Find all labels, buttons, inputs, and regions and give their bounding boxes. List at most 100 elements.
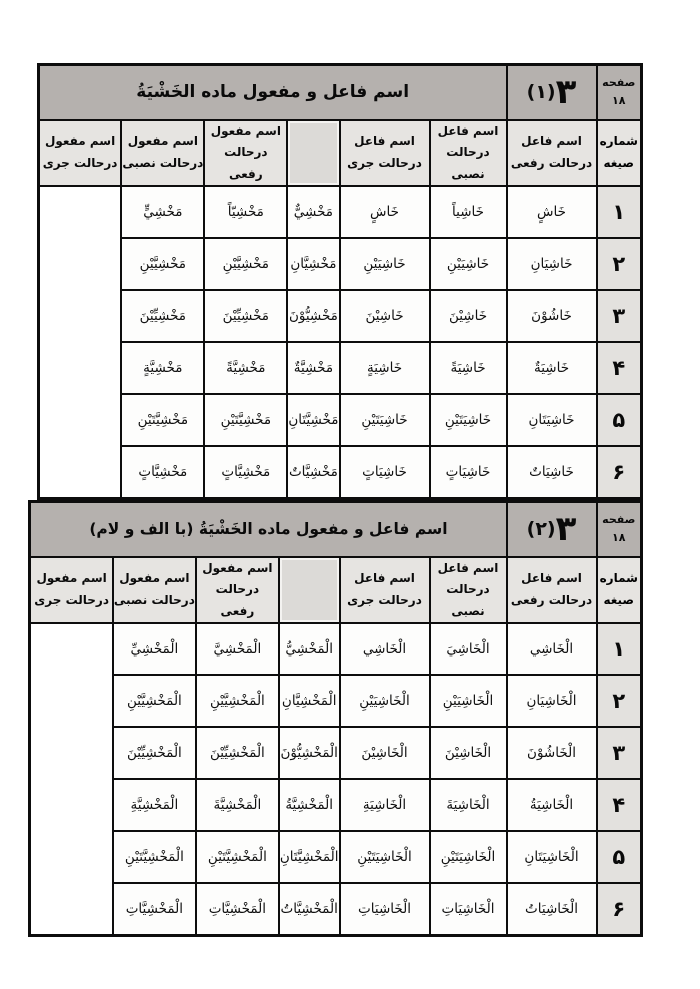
- header-fa3el-jari: اسم فاعل درحالت جری: [338, 555, 431, 625]
- cell-maf3ul-raf3i: الْمَخْشِيَّاتُ: [277, 882, 341, 937]
- row-number: ۶: [595, 445, 643, 500]
- cell-fa3el-raf3i: خَاشِيَةٌ: [505, 341, 598, 396]
- cell-maf3ul-raf3i: مَخْشِيٌّ: [286, 185, 341, 240]
- row-number: ۱: [595, 622, 643, 677]
- cell-fa3el-raf3i: الْخَاشِيَاتُ: [505, 882, 598, 937]
- cell-fa3el-jari: خَاشِيَاتٍ: [338, 445, 431, 500]
- header-fa3el-raf3i: اسم فاعل درحالت رفعی: [505, 118, 598, 188]
- cell-fa3el-nasbi: خَاشِيَتَيْنِ: [428, 393, 508, 448]
- cell-fa3el-raf3i: خَاشُوْنَ: [505, 289, 598, 344]
- row-number: ۳: [595, 289, 643, 344]
- cell-maf3ul-nasbi: مَخْشِيَّةً: [203, 341, 289, 396]
- cell-maf3ul-raf3i: مَخْشِيُّوْنَ: [286, 289, 341, 344]
- separator-strip: [277, 555, 341, 625]
- cell-maf3ul-raf3i: مَخْشِيَّانِ: [286, 237, 341, 292]
- cell-fa3el-raf3i: الْخَاشِيَةُ: [505, 778, 598, 833]
- table-row: ۱ الْخَاشِي الْخَاشِيَ الْخَاشِي الْمَخْشِيُ…: [30, 622, 643, 677]
- cell-fa3el-nasbi: الْخَاشِيَاتِ: [428, 882, 508, 937]
- table-row: ۲ خَاشِيَانِ خَاشِيَيْنِ خَاشِيَيْنِ مَخْشِي…: [38, 237, 643, 292]
- cell-fa3el-nasbi: الْخَاشِيَ: [428, 622, 508, 677]
- cell-maf3ul-jari: الْمَخْشِيِّ: [111, 622, 197, 677]
- page-number-cell: صفحه ۱۸: [595, 63, 643, 121]
- cell-fa3el-raf3i: خَاشٍ: [505, 185, 598, 240]
- cell-maf3ul-jari: مَخْشِيَّاتٍ: [120, 445, 206, 500]
- header-fa3el-jari: اسم فاعل درحالت جری: [338, 118, 431, 188]
- cell-maf3ul-nasbi: الْمَخْشِيَّتَيْنِ: [194, 830, 280, 885]
- table-number-cell: ۳(۲): [505, 500, 598, 558]
- cell-fa3el-nasbi: خَاشِيَةً: [428, 341, 508, 396]
- table-row: ۵ الْخَاشِيَتَانِ الْخَاشِيَتَيْنِ الْخَاشِ…: [30, 830, 643, 885]
- row-number-header: شماره صیغه: [595, 118, 643, 188]
- row-number: ۴: [595, 341, 643, 396]
- row-number: ۵: [595, 830, 643, 885]
- table-row: ۲ الْخَاشِيَانِ الْخَاشِيَيْنِ الْخَاشِيَيْ…: [30, 674, 643, 729]
- table-number-main: ۳: [555, 509, 577, 550]
- cell-maf3ul-raf3i: مَخْشِيَّتَانِ: [286, 393, 341, 448]
- table-row: ۳ الْخَاشُوْنَ الْخَاشِيْنَ الْخَاشِيْنَ الْ…: [30, 726, 643, 781]
- cell-maf3ul-raf3i: الْمَخْشِيَّةُ: [277, 778, 341, 833]
- page-number: ۱۸: [612, 531, 626, 545]
- cell-fa3el-raf3i: خَاشِيَانِ: [505, 237, 598, 292]
- cell-maf3ul-jari: الْمَخْشِيِّيْنَ: [111, 726, 197, 781]
- table-number-main: ۳: [555, 72, 577, 113]
- cell-fa3el-nasbi: الْخَاشِيْنَ: [428, 726, 508, 781]
- cell-fa3el-raf3i: الْخَاشِيَتَانِ: [505, 830, 598, 885]
- cell-fa3el-jari: الْخَاشِيَتَيْنِ: [338, 830, 431, 885]
- cell-maf3ul-raf3i: الْمَخْشِيُّ: [277, 622, 341, 677]
- row-number: ۲: [595, 237, 643, 292]
- table-row: ۶ الْخَاشِيَاتُ الْخَاشِيَاتِ الْخَاشِيَاتِ…: [30, 882, 643, 937]
- header-fa3el-nasbi: اسم فاعل درحالت نصبی: [428, 118, 508, 188]
- cell-fa3el-jari: الْخَاشِي: [338, 622, 431, 677]
- cell-maf3ul-nasbi: مَخْشِيَّاتٍ: [203, 445, 289, 500]
- table-row: ۴ خَاشِيَةٌ خَاشِيَةً خَاشِيَةٍ مَخْشِيَّةٌ م…: [38, 341, 643, 396]
- header-maf3ul-nasbi: اسم مفعول درحالت نصبی: [111, 555, 197, 625]
- header-maf3ul-raf3i: اسم مفعول درحالت رفعی: [203, 118, 289, 188]
- cell-fa3el-jari: الْخَاشِيَيْنِ: [338, 674, 431, 729]
- conjugation-table-1: صفحه ۱۸ ۳(۱) اسم فاعل و مفعول ماده الخَش…: [36, 63, 643, 500]
- cell-fa3el-jari: الْخَاشِيْنَ: [338, 726, 431, 781]
- table-row: ۱ خَاشٍ خَاشِياً خَاشٍ مَخْشِيٌّ مَخْشِيّاً مَ…: [38, 185, 643, 240]
- cell-maf3ul-nasbi: الْمَخْشِيَّيْنِ: [194, 674, 280, 729]
- cell-maf3ul-raf3i: مَخْشِيَّاتٌ: [286, 445, 341, 500]
- cell-fa3el-jari: الْخَاشِيَةِ: [338, 778, 431, 833]
- table-number-paren: (۲): [526, 518, 556, 541]
- table-row: ۴ الْخَاشِيَةُ الْخَاشِيَةَ الْخَاشِيَةِ الْ…: [30, 778, 643, 833]
- cell-maf3ul-raf3i: الْمَخْشِيَّانِ: [277, 674, 341, 729]
- cell-maf3ul-nasbi: مَخْشِيَّيْنِ: [203, 237, 289, 292]
- header-fa3el-nasbi: اسم فاعل درحالت نصبی: [428, 555, 508, 625]
- cell-maf3ul-jari: مَخْشِيَّتَيْنِ: [120, 393, 206, 448]
- row-number: ۵: [595, 393, 643, 448]
- cell-fa3el-nasbi: خَاشِياً: [428, 185, 508, 240]
- cell-fa3el-raf3i: الْخَاشِي: [505, 622, 598, 677]
- cell-maf3ul-raf3i: مَخْشِيَّةٌ: [286, 341, 341, 396]
- cell-maf3ul-jari: مَخْشِيٍّ: [120, 185, 206, 240]
- cell-fa3el-nasbi: خَاشِيَاتٍ: [428, 445, 508, 500]
- cell-fa3el-raf3i: خَاشِيَتَانِ: [505, 393, 598, 448]
- page-number: ۱۸: [612, 94, 626, 108]
- cell-fa3el-nasbi: الْخَاشِيَيْنِ: [428, 674, 508, 729]
- cell-fa3el-jari: خَاشِيَتَيْنِ: [338, 393, 431, 448]
- cell-maf3ul-jari: الْمَخْشِيَّتَيْنِ: [111, 830, 197, 885]
- cell-maf3ul-nasbi: الْمَخْشِيَّاتِ: [194, 882, 280, 937]
- table-number-cell: ۳(۱): [505, 63, 598, 121]
- cell-fa3el-raf3i: الْخَاشِيَانِ: [505, 674, 598, 729]
- row-number: ۳: [595, 726, 643, 781]
- cell-maf3ul-jari: مَخْشِيَّيْنِ: [120, 237, 206, 292]
- row-number: ۶: [595, 882, 643, 937]
- table-title: اسم فاعل و مفعول ماده الخَشْيَةُ (با الف…: [28, 500, 508, 558]
- cell-fa3el-jari: خَاشِيْنَ: [338, 289, 431, 344]
- cell-maf3ul-raf3i: الْمَخْشِيَّتَانِ: [277, 830, 341, 885]
- cell-maf3ul-nasbi: مَخْشِيِّيْنَ: [203, 289, 289, 344]
- table-row: ۶ خَاشِيَاتٌ خَاشِيَاتٍ خَاشِيَاتٍ مَخْشِيَّ…: [38, 445, 643, 500]
- header-maf3ul-jari: اسم مفعول درحالت جری: [28, 555, 114, 625]
- cell-maf3ul-nasbi: الْمَخْشِيِّيْنَ: [194, 726, 280, 781]
- page-number-cell: صفحه ۱۸: [595, 500, 643, 558]
- cell-maf3ul-jari: الْمَخْشِيَّاتِ: [111, 882, 197, 937]
- row-number: ۴: [595, 778, 643, 833]
- cell-fa3el-nasbi: الْخَاشِيَتَيْنِ: [428, 830, 508, 885]
- row-number: ۲: [595, 674, 643, 729]
- row-number-header: شماره صیغه: [595, 555, 643, 625]
- table-title: اسم فاعل و مفعول ماده الخَشْيَةُ: [37, 63, 508, 121]
- cell-maf3ul-jari: الْمَخْشِيَّةِ: [111, 778, 197, 833]
- header-maf3ul-jari: اسم مفعول درحالت جری: [37, 118, 123, 188]
